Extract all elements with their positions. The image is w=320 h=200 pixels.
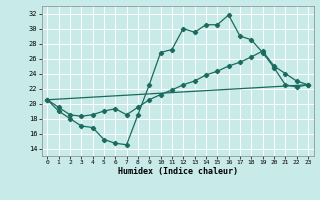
X-axis label: Humidex (Indice chaleur): Humidex (Indice chaleur) <box>118 167 237 176</box>
